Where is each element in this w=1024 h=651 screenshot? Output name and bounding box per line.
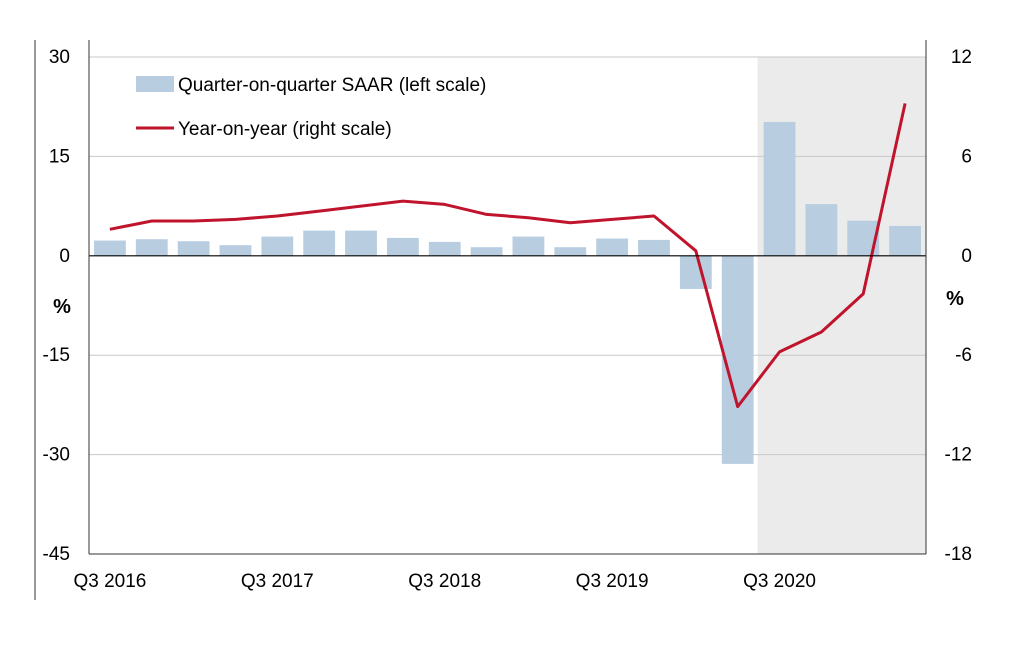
bar-5	[303, 230, 336, 256]
line-series-yoy	[109, 103, 907, 409]
x-axis-ticks: Q3 2016 Q3 2017 Q3 2018 Q3 2019 Q3 2020	[73, 571, 816, 592]
bar-9	[470, 247, 503, 256]
bar-2	[177, 241, 210, 256]
x-tick-label-1: Q3 2017	[241, 571, 314, 592]
right-tick-label-4: -12	[945, 445, 972, 466]
left-tick-label-4: -30	[43, 445, 70, 466]
bar-16	[763, 121, 796, 256]
bar-14	[679, 255, 712, 289]
bar-12	[596, 238, 629, 256]
right-tick-label-5: -18	[945, 544, 972, 565]
bar-6	[345, 230, 377, 256]
right-tick-label-3: -6	[955, 345, 972, 366]
legend-bar-label: Quarter-on-quarter SAAR (left scale)	[178, 75, 486, 96]
bar-3	[219, 245, 252, 256]
left-tick-label-2: 0	[59, 246, 70, 267]
bar-0	[94, 240, 126, 256]
bar-7	[386, 237, 419, 256]
axes	[34, 40, 927, 600]
left-tick-label-3: -15	[43, 345, 70, 366]
bar-4	[261, 236, 294, 256]
bar-15	[721, 255, 754, 464]
bar-8	[428, 241, 461, 256]
legend-line-label: Year-on-year (right scale)	[178, 119, 392, 140]
x-tick-label-2: Q3 2018	[408, 571, 481, 592]
bar-19	[889, 225, 921, 256]
left-axis-ticks: 30 15 0 -15 -30 -45	[43, 47, 70, 565]
x-tick-label-3: Q3 2019	[576, 571, 649, 592]
bar-17	[805, 204, 838, 256]
left-tick-label-0: 30	[49, 47, 70, 68]
right-tick-label-1: 6	[961, 146, 972, 167]
left-tick-label-1: 15	[49, 146, 70, 167]
legend: Quarter-on-quarter SAAR (left scale) Yea…	[136, 75, 486, 140]
legend-bar-swatch	[136, 76, 174, 92]
x-tick-label-4: Q3 2020	[743, 571, 816, 592]
right-tick-label-2: 0	[961, 246, 972, 267]
bar-13	[638, 239, 670, 256]
right-axis-ticks: 12 6 0 -6 -12 -18	[945, 47, 972, 565]
left-axis-label: %	[53, 296, 71, 318]
bars-series-qoq	[94, 121, 921, 464]
x-tick-label-0: Q3 2016	[73, 571, 146, 592]
gridlines	[89, 56, 926, 456]
left-tick-label-5: -45	[43, 544, 70, 565]
bar-11	[554, 247, 587, 256]
right-axis-label: %	[946, 288, 964, 310]
right-tick-label-0: 12	[951, 47, 972, 68]
bar-10	[512, 236, 545, 256]
bar-1	[135, 239, 168, 256]
